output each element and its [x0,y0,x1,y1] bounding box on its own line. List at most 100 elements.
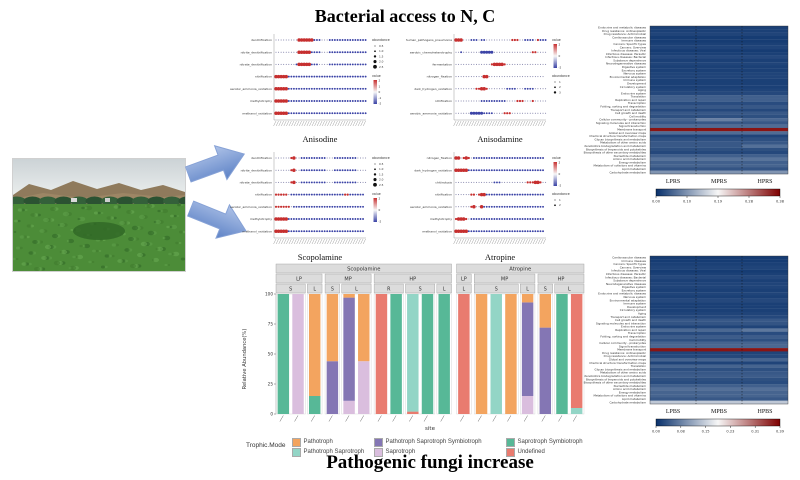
dot [516,218,519,220]
dot [359,63,362,66]
dot [290,75,293,78]
dot [503,205,506,208]
dot [341,75,344,78]
dot [506,205,509,208]
dot [336,63,339,66]
dot [500,62,504,67]
dot [351,112,354,115]
heatmap-cell [650,91,788,96]
dot [514,51,516,53]
dot [519,205,521,208]
legend-dot [373,64,377,69]
dot [300,218,303,220]
heatmap-row-label: Global and overview maps [609,131,647,135]
dot [318,193,321,196]
dot [485,169,488,172]
dot [279,111,283,115]
x-tick [352,238,356,245]
dot [519,76,521,78]
y-tick-label: 75 [268,322,274,327]
dot [351,51,354,54]
dot [522,51,524,53]
dot [292,205,295,208]
dot [310,75,313,78]
dot [326,75,329,78]
dot [359,181,361,183]
legend-item: Saprotroph Symbiotroph [505,437,610,447]
dot [472,230,475,233]
dot [516,181,518,183]
dot [506,193,509,196]
dot [458,51,460,53]
dot [321,157,324,159]
x-tick [360,238,364,245]
legend-swatch [291,447,301,457]
dot [513,38,516,42]
dot [501,157,504,159]
dot [274,87,278,91]
x-tick [489,238,492,245]
photo-building [105,198,110,202]
dot [527,51,529,53]
dot [305,100,308,102]
dot [349,51,352,54]
dot [305,193,308,196]
legend-label: 0 [379,90,381,94]
dot [364,112,367,115]
heatmap-cell [650,328,697,332]
dot [488,112,491,115]
dot-row-label: nitrogen_fixation [427,75,452,79]
dot [362,112,364,115]
dot [318,87,321,90]
dot [277,193,280,196]
dot [463,51,465,53]
dot [539,88,541,90]
dot [351,87,354,90]
x-tick [327,238,330,245]
dot [524,39,527,41]
dot [310,169,313,172]
dot [468,112,470,114]
dot [490,157,493,159]
dot [468,63,470,65]
panel-border [373,293,404,415]
dot [496,169,498,172]
dot [488,193,491,196]
dot [511,63,513,65]
x-axis-label: site [425,426,436,432]
leaf-speckle [72,255,76,259]
dot [456,38,461,42]
dot [295,230,298,233]
chart-scopolamine-dots: denitrification nitrite_denitrification ni… [228,146,406,266]
dot [323,169,326,172]
dot [313,169,316,172]
dot [303,181,306,184]
dot [276,217,281,221]
x-tick [279,415,284,422]
dot [465,51,467,53]
dot [456,217,461,221]
dot [351,218,354,220]
dot [341,39,344,41]
dot [463,63,465,65]
y-tick-label: 25 [268,382,274,387]
dot [351,100,354,102]
facet-strip-sub [307,283,323,294]
facet-sub-label: S [331,287,334,293]
dot [303,230,306,233]
leaf-speckle [70,228,74,232]
dot [278,181,280,183]
dot [316,169,318,172]
dot [316,181,318,184]
leaf-speckle [98,250,102,252]
legend-label: 1 [559,198,561,202]
dot [524,87,527,90]
dot [472,157,475,159]
dot [344,75,347,78]
heatmap-row-label: Cardiovascular diseases [612,35,646,39]
legend-label: 1.5 [379,172,384,176]
dot [341,230,344,233]
heatmap-row-label: Translation [630,364,646,368]
dot [275,157,277,159]
legend-title: abundance [372,156,390,160]
